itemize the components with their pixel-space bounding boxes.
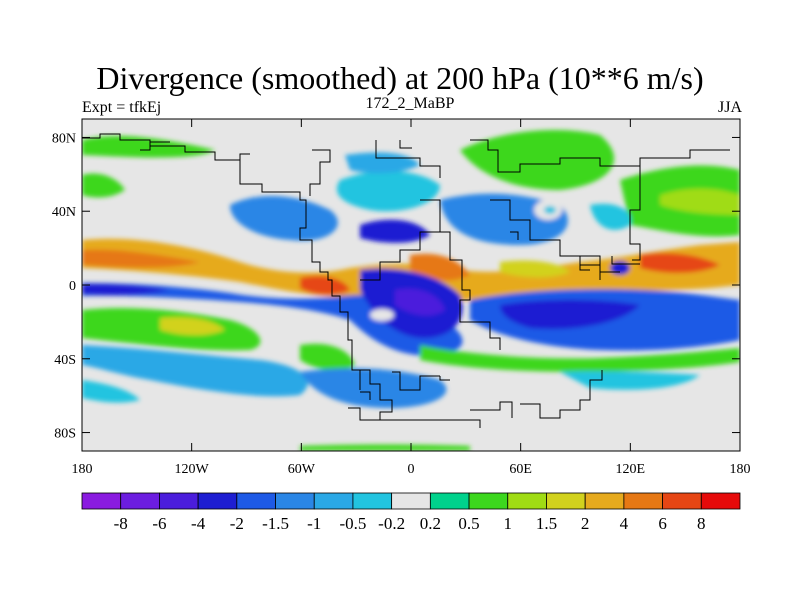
colorbar-label: 6 [658,514,667,533]
colorbar-label: 0.2 [420,514,441,533]
colorbar-swatch [236,492,276,510]
coastlines [82,133,730,428]
colorbar-label: -0.2 [378,514,405,533]
colorbar-swatch [507,492,547,510]
colorbar-label: -4 [191,514,206,533]
colorbar-swatch [584,492,625,510]
colorbar-swatch [662,492,702,510]
colorbar-label: 0.5 [458,514,479,533]
x-tick-label: 60E [509,462,532,477]
colorbar-label: 2 [581,514,590,533]
colorbar-swatch [546,492,586,510]
colorbar-swatch [429,492,470,510]
x-tick-label: 120W [175,462,210,477]
x-tick-label: 120E [616,462,646,477]
colorbar-swatch [275,492,315,510]
map-panel [82,119,740,451]
colorbar-label: -6 [152,514,166,533]
y-tick-label: 80N [52,131,76,146]
colorbar-swatch [468,492,509,510]
colorbar-swatch [352,492,393,510]
run-label: 172_2_MaBP [365,95,455,112]
x-tick-label: 60W [288,462,316,477]
colorbar-swatch [623,492,663,510]
experiment-label: Expt = tfkEj [82,99,162,116]
colorbar-swatch [81,492,122,510]
colorbar-swatch [391,492,431,510]
colorbar-swatch [313,492,354,510]
colorbar-label: 1 [504,514,513,533]
colorbar-label: -1 [307,514,321,533]
x-tick-label: 0 [408,462,415,477]
x-tick-label: 180 [730,462,751,477]
map-axes: 180 120W 60W 0 60E 120E 180 80N 40N 0 40S 80S [52,119,751,477]
colorbar-swatch [700,492,741,510]
y-tick-label: 40N [52,205,76,220]
colorbar-swatch [159,492,199,510]
colorbar-label: 8 [697,514,706,533]
y-tick-label: 80S [54,427,76,442]
divergence-field [82,130,740,451]
x-tick-label: 180 [72,462,93,477]
colorbar-label: -2 [230,514,244,533]
colorbar: -8 -6 -4 -2 -1.5 -1 -0.5 -0.2 0.2 0.5 1 1.5 2 4 6 8 [81,492,741,533]
colorbar-label: 1.5 [536,514,557,533]
colorbar-swatch [197,492,238,510]
season-label: JJA [717,99,742,116]
colorbar-label: -8 [114,514,128,533]
colorbar-label: -1.5 [262,514,289,533]
colorbar-swatch [120,492,160,510]
colorbar-label: -0.5 [339,514,366,533]
y-tick-label: 0 [69,279,76,294]
colorbar-label: 4 [620,514,629,533]
y-tick-label: 40S [54,353,76,368]
map-title: Divergence (smoothed) at 200 hPa (10**6 … [96,60,704,96]
